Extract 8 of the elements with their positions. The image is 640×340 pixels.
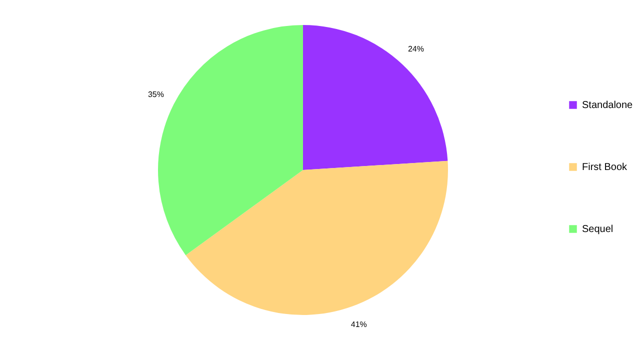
pie-slice <box>303 25 448 170</box>
data-label: 41% <box>350 320 367 330</box>
pie-slice <box>186 160 448 315</box>
legend-label: Standalone <box>582 100 634 111</box>
data-label: 35% <box>148 90 164 100</box>
data-label: 24% <box>408 44 424 54</box>
legend-label: Sequel <box>582 224 614 235</box>
legend-label: First Book <box>582 162 628 173</box>
